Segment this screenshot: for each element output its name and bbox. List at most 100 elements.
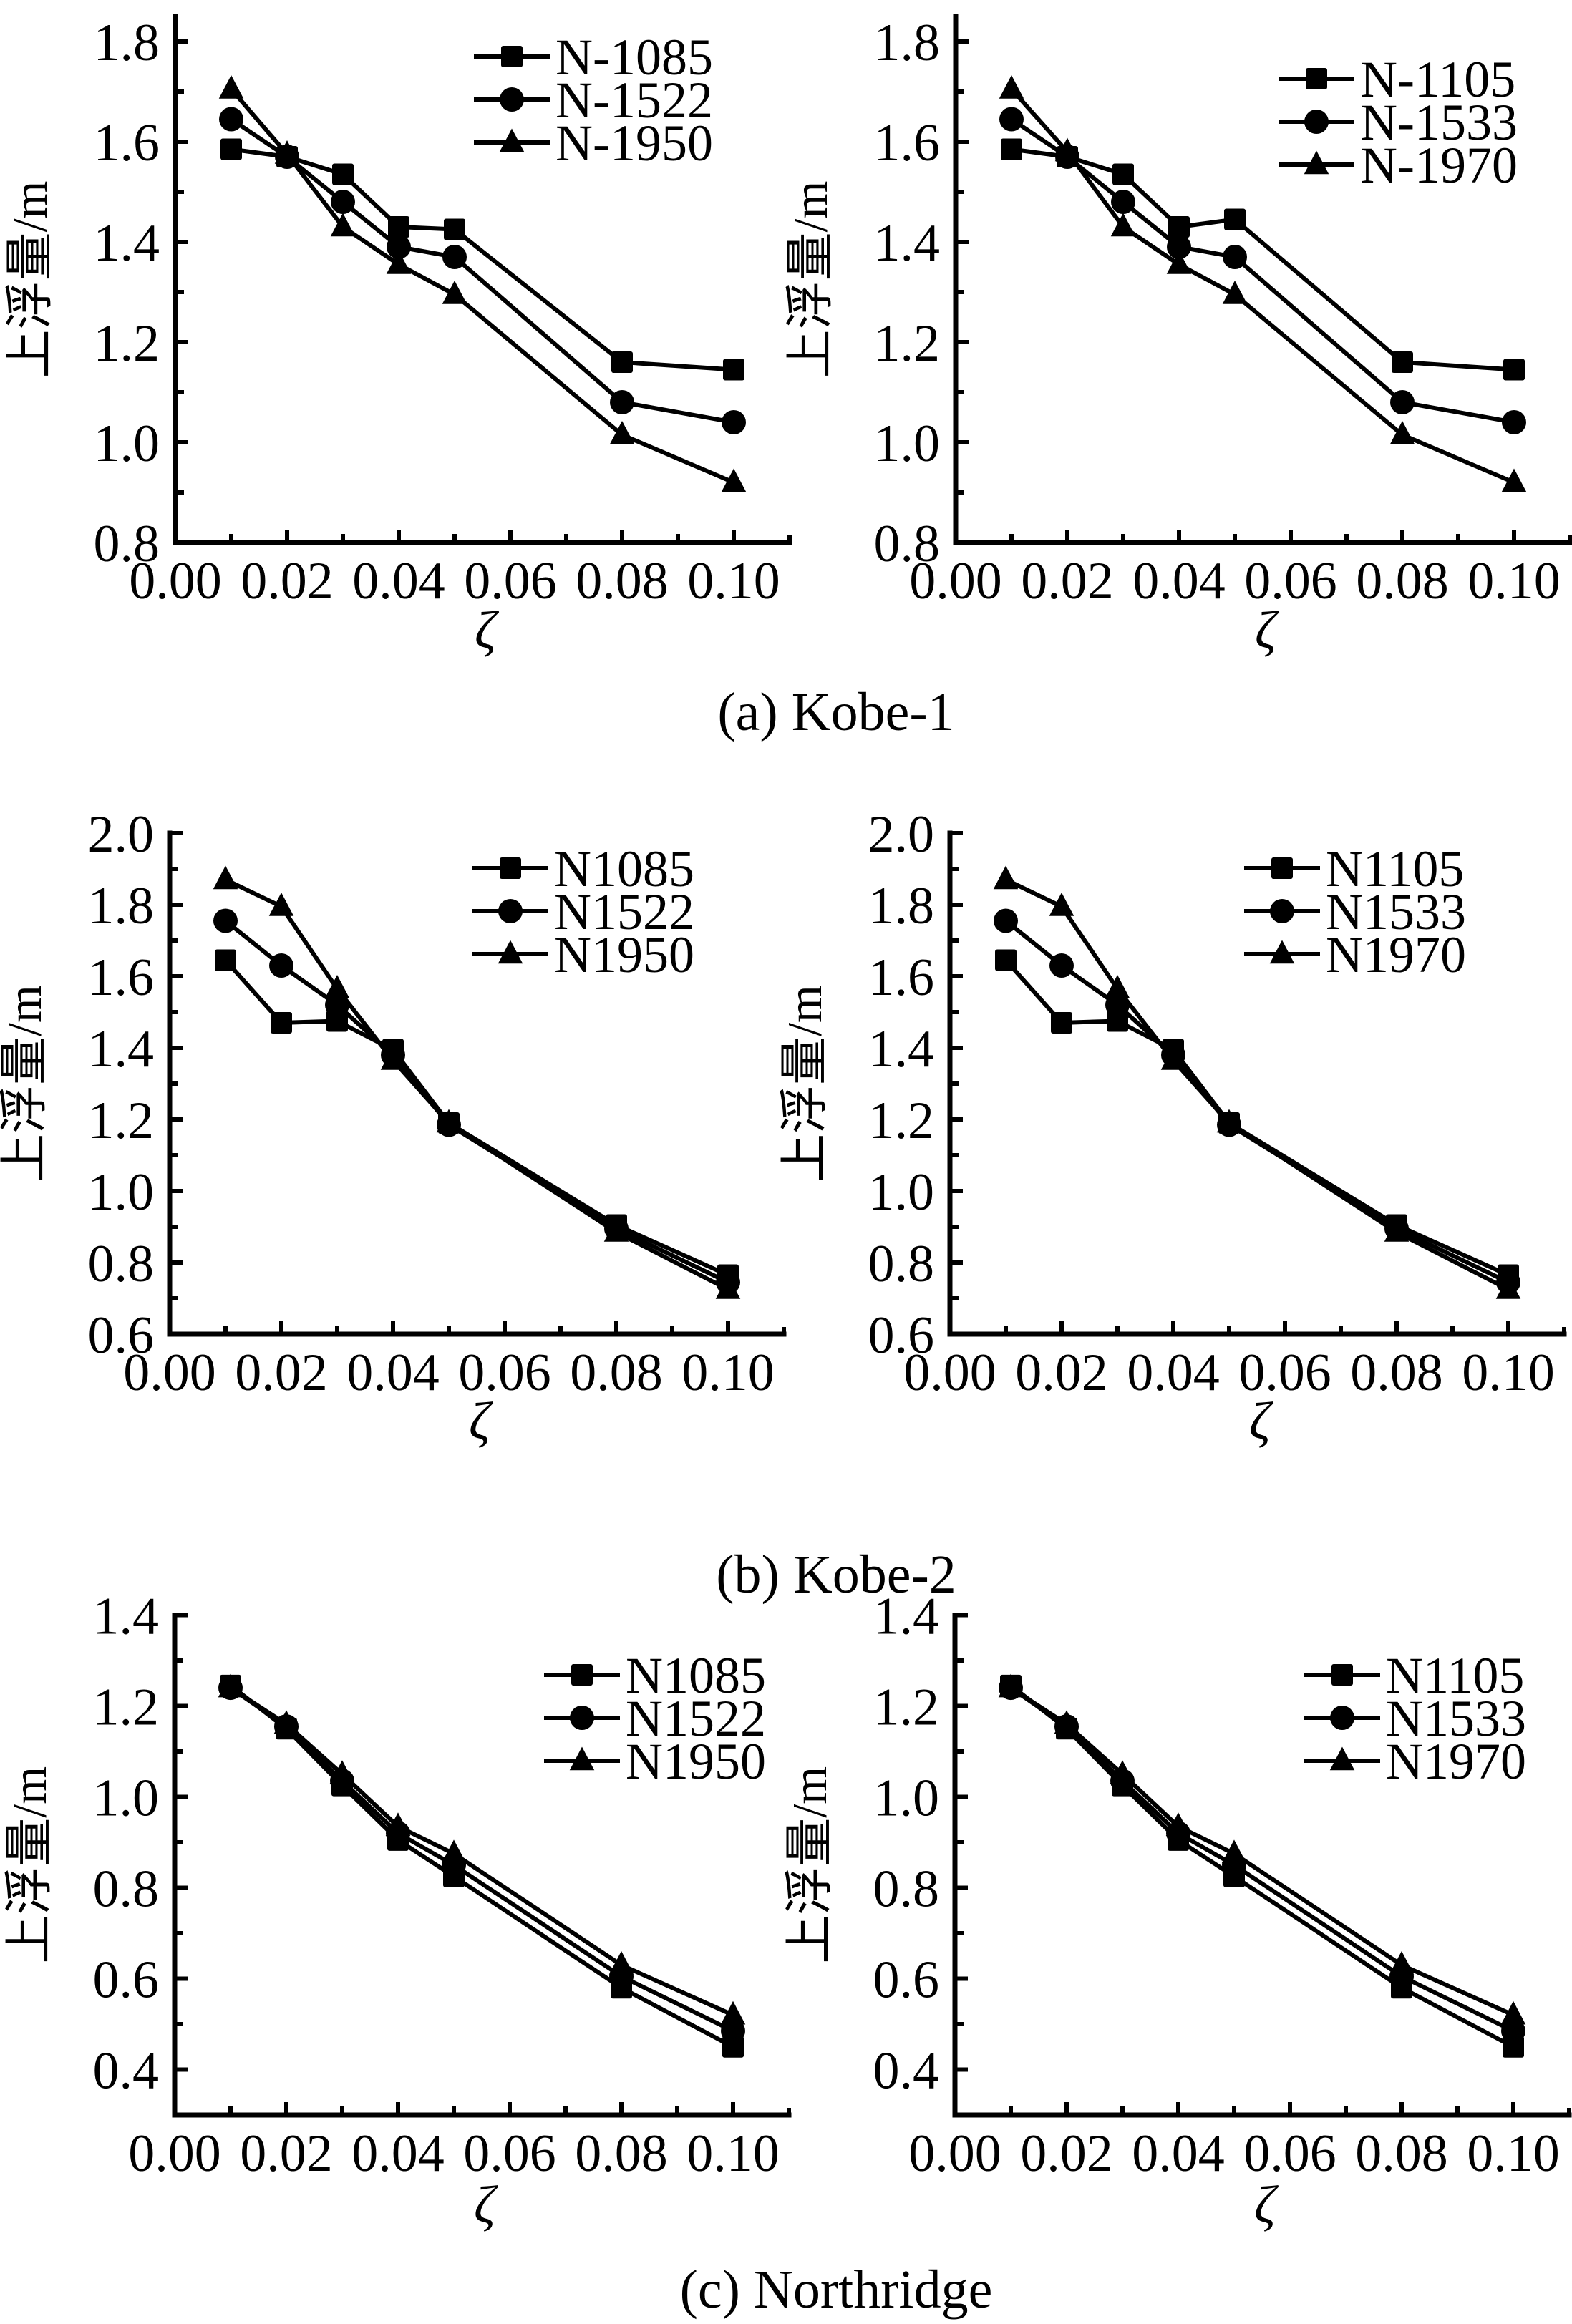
legend-marker-square-icon [1271, 857, 1293, 879]
x-axis-title: ζ [475, 601, 500, 660]
data-point-circle [269, 953, 293, 978]
x-tick-label: 0.04 [352, 552, 445, 611]
data-point-circle [1390, 390, 1415, 414]
y-axis-title: 上浮量/m [777, 985, 832, 1182]
data-point-circle [1502, 410, 1526, 434]
data-point-triangle [1500, 2000, 1526, 2025]
data-point-triangle [1222, 280, 1248, 304]
x-tick-label: 0.04 [1132, 2124, 1225, 2183]
data-point-triangle [218, 1673, 243, 1698]
data-point-circle [219, 107, 243, 132]
legend-marker-triangle-icon [499, 128, 525, 152]
y-tick-label: 1.8 [88, 877, 155, 935]
y-axis-title: 上浮量/m [782, 1766, 837, 1964]
x-tick-label: 0.06 [1244, 552, 1337, 611]
legend-label: N1105 [1326, 840, 1464, 898]
legend-entry: N-1105 [1279, 51, 1515, 108]
data-point-square [1001, 138, 1022, 160]
series-N-1970 [999, 74, 1527, 492]
data-point-square [995, 949, 1017, 971]
x-axis-title: ζ [469, 1392, 494, 1451]
x-tick-label: 0.08 [1356, 552, 1449, 611]
y-tick-label: 1.0 [93, 1769, 160, 1828]
y-tick-label: 1.2 [868, 1091, 935, 1150]
data-point-square [1392, 351, 1413, 373]
data-point-circle [721, 2018, 745, 2043]
legend-marker-triangle-icon [1269, 940, 1295, 964]
y-tick-label: 1.6 [88, 948, 155, 1007]
legend-label: N-1950 [555, 115, 713, 172]
chart-panel-6: 0.4 0.6 0.8 1.0 1.2 1.4 0.00 0.02 0.04 0.06 0.08 0.… [782, 1588, 1572, 2235]
y-tick-label: 1.4 [868, 1020, 935, 1079]
legend-label: N1085 [554, 840, 694, 898]
y-tick-label: 1.6 [94, 114, 160, 172]
data-point-triangle [218, 74, 244, 99]
x-tick-label: 0.06 [463, 2124, 556, 2183]
y-tick-label: 1.6 [868, 948, 935, 1007]
data-point-triangle [721, 468, 747, 492]
data-point-square [1051, 1012, 1072, 1034]
x-tick-label: 0.04 [346, 1343, 440, 1402]
legend-label: N1522 [626, 1690, 766, 1747]
y-tick-label: 1.4 [94, 214, 160, 273]
y-tick-label: 1.4 [93, 1588, 160, 1646]
data-point-triangle [1110, 1760, 1135, 1784]
data-point-triangle [1105, 974, 1130, 998]
legend-label: N1950 [554, 926, 694, 983]
y-tick-label: 1.2 [88, 1091, 155, 1150]
data-point-square [723, 359, 744, 381]
x-axis-title: ζ [1254, 2176, 1279, 2235]
caption-kobe-1: (a) Kobe-1 [717, 682, 954, 742]
x-tick-label: 0.04 [351, 2124, 445, 2183]
chart-panel-4: 0.6 0.8 1.0 1.2 1.4 1.6 1.8 2.0 0.00 0.02 0.04 0.06… [777, 805, 1567, 1451]
legend-entry: N1522 [544, 1690, 766, 1747]
data-point-triangle [715, 1275, 741, 1299]
data-point-triangle [1501, 468, 1527, 492]
data-point-square [611, 351, 633, 373]
data-point-circle [1501, 2018, 1525, 2043]
y-tick-label: 1.8 [868, 877, 935, 935]
data-point-triangle [720, 2000, 746, 2025]
x-tick-label: 0.10 [686, 2124, 780, 2183]
legend-entry: N1085 [472, 840, 694, 898]
x-tick-label: 0.00 [128, 2124, 221, 2183]
x-tick-label: 0.06 [1238, 1343, 1331, 1402]
data-point-square [1112, 163, 1134, 185]
data-point-square [1224, 208, 1246, 230]
legend-entry: N-1950 [474, 115, 713, 172]
legend-label: N1522 [554, 883, 694, 940]
y-tick-label: 1.0 [94, 414, 160, 473]
legend-marker-square-icon [1306, 68, 1327, 89]
y-tick-label: 1.2 [93, 1678, 160, 1737]
x-axis-title: ζ [474, 2176, 499, 2235]
data-point-circle [1167, 235, 1191, 259]
x-tick-label: 0.10 [687, 552, 780, 611]
legend-marker-circle-icon [570, 1706, 594, 1730]
y-tick-label: 1.4 [874, 214, 941, 273]
x-tick-label: 0.02 [241, 552, 334, 611]
data-point-triangle [609, 420, 635, 444]
y-axis-title: 上浮量/m [3, 181, 57, 379]
legend-label: N1970 [1326, 926, 1466, 983]
data-point-triangle [441, 1839, 467, 1864]
data-point-triangle [436, 1109, 462, 1133]
x-tick-label: 0.06 [458, 1343, 551, 1402]
series-N1970 [993, 865, 1521, 1299]
legend-label: N1533 [1386, 1690, 1526, 1747]
data-point-square [220, 138, 242, 160]
data-point-triangle [1054, 1710, 1079, 1734]
data-point-circle [331, 190, 355, 214]
x-tick-label: 0.02 [240, 2124, 333, 2183]
legend-entry: N1970 [1244, 926, 1466, 983]
y-tick-label: 1.0 [88, 1163, 155, 1222]
legend-label: N1950 [626, 1733, 766, 1790]
x-tick-label: 0.08 [1355, 2124, 1448, 2183]
chart-panel-3: 0.6 0.8 1.0 1.2 1.4 1.6 1.8 2.0 0.00 0.02 0.04 0.06… [0, 805, 787, 1451]
chart-panel-2: 0.8 1.0 1.2 1.4 1.6 1.8 0.00 0.02 0.04 0.06 0.08 0.… [783, 14, 1572, 660]
data-point-circle [999, 107, 1024, 132]
legend-label: N1970 [1386, 1733, 1526, 1790]
data-point-square [388, 216, 409, 238]
data-point-triangle [1495, 1275, 1521, 1299]
y-tick-label: 1.2 [873, 1678, 940, 1737]
